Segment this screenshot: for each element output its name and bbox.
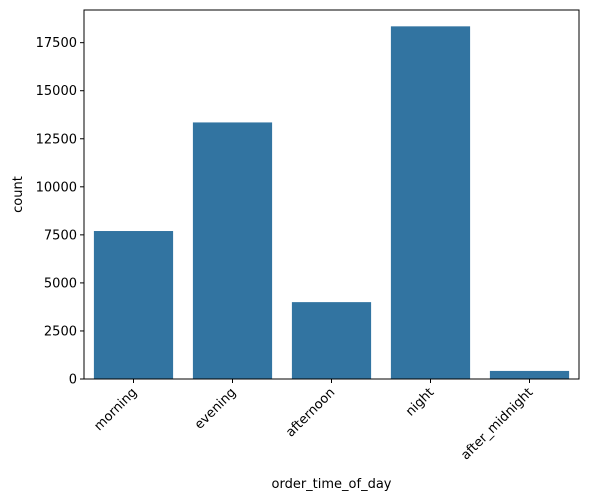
bars-group [93, 26, 570, 380]
plot-frame [83, 9, 580, 380]
bar-morning [93, 231, 174, 379]
y-tick-label: 15000 [36, 84, 77, 99]
x-tick-label-night: night [403, 385, 437, 419]
y-tick-label: 2500 [44, 324, 77, 339]
y-tick-label: 0 [69, 373, 77, 388]
plot-spines [83, 9, 580, 380]
bar-afternoon [291, 302, 372, 380]
x-tick-label-afternoon: afternoon [283, 385, 338, 440]
x-axis-ticks: morning evening afternoon night after_midnig… [91, 379, 536, 463]
x-tick-label-evening: evening [192, 385, 239, 432]
y-tick-label: 7500 [44, 228, 77, 243]
y-tick-label: 5000 [44, 276, 77, 291]
bar-night [390, 26, 471, 380]
bar-after_midnight [489, 370, 570, 379]
y-tick-label: 10000 [36, 180, 77, 195]
y-axis-ticks: 0 2500 5000 7500 10000 12500 15000 17500 [36, 36, 84, 388]
x-tick-label-after_midnight: after_midnight [458, 385, 536, 463]
bar-evening [192, 122, 273, 380]
y-tick-label: 17500 [36, 36, 77, 51]
x-axis-label: order_time_of_day [272, 477, 392, 492]
y-axis-label: count [11, 176, 26, 213]
y-tick-label: 12500 [36, 132, 77, 147]
x-tick-label-morning: morning [91, 385, 140, 434]
